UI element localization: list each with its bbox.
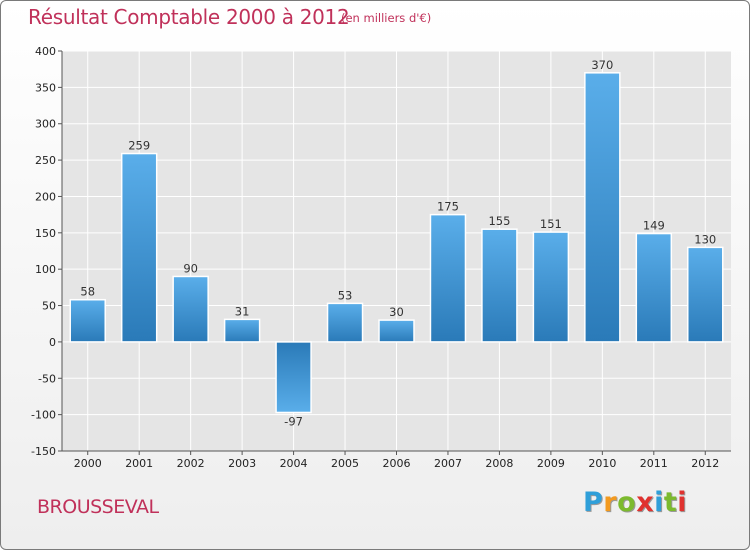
x-tick-label: 2004 — [280, 457, 308, 470]
data-label: 370 — [591, 58, 613, 72]
y-tick-label: 350 — [35, 81, 56, 94]
bar-2010 — [584, 72, 621, 343]
bar-2008 — [481, 228, 518, 343]
data-label: 90 — [183, 261, 198, 275]
y-tick-label: -150 — [31, 445, 56, 458]
data-label: 259 — [128, 139, 150, 153]
y-tick-label: 400 — [35, 45, 56, 58]
bar-2005 — [326, 302, 364, 343]
x-tick-label: 2002 — [177, 457, 205, 470]
logo-letter: r — [603, 487, 618, 518]
data-label: 175 — [437, 200, 459, 214]
x-tick-label: 2007 — [434, 457, 462, 470]
x-tick-label: 2005 — [331, 457, 359, 470]
y-tick-label: -50 — [38, 372, 56, 385]
chart-title: Résultat Comptable 2000 à 2012 — [28, 5, 350, 29]
x-tick-label: 2012 — [691, 457, 719, 470]
chart-subtitle: (en milliers d'€) — [341, 11, 432, 25]
place-name: BROUSSEVAL — [37, 496, 159, 518]
data-label: 130 — [694, 232, 716, 246]
data-label: 53 — [338, 288, 353, 302]
y-tick-label: 150 — [35, 227, 56, 240]
bar-2011 — [635, 232, 673, 343]
x-tick-label: 2003 — [228, 457, 256, 470]
bar-2002 — [172, 275, 209, 343]
logo-letter: i — [654, 487, 664, 518]
x-tick-label: 2011 — [640, 457, 668, 470]
y-tick-label: 250 — [35, 154, 56, 167]
y-tick-label: 0 — [49, 336, 56, 349]
logo-letter: o — [617, 487, 637, 518]
bar-2004 — [275, 341, 312, 414]
y-tick-label: 50 — [42, 300, 56, 313]
logo-letter: t — [663, 487, 678, 518]
bar-2000 — [69, 298, 106, 343]
bar-2012 — [687, 246, 724, 343]
data-label: 149 — [643, 219, 665, 233]
data-label: 30 — [389, 305, 404, 319]
x-tick-label: 2008 — [485, 457, 513, 470]
x-tick-label: 2006 — [383, 457, 411, 470]
data-label: 58 — [80, 285, 95, 299]
x-tick-label: 2009 — [537, 457, 565, 470]
logo-letter: P — [583, 487, 604, 518]
y-tick-label: 200 — [35, 190, 56, 203]
y-tick-label: -100 — [31, 409, 56, 422]
data-label: 31 — [235, 304, 250, 318]
proxiti-logo[interactable]: Proxiti — [583, 487, 687, 518]
y-tick-label: 100 — [35, 263, 56, 276]
x-tick-label: 2000 — [74, 457, 102, 470]
bar-2009 — [532, 231, 570, 343]
x-tick-label: 2010 — [588, 457, 616, 470]
x-tick-label: 2001 — [125, 457, 153, 470]
logo-letter: i — [677, 487, 688, 518]
logo-letter: x — [636, 487, 655, 518]
data-label: 155 — [488, 214, 510, 228]
bar-2007 — [429, 213, 467, 343]
bar-2006 — [378, 319, 415, 343]
data-label: 151 — [540, 217, 562, 231]
y-tick-label: 300 — [35, 118, 56, 131]
bar-2003 — [223, 318, 261, 343]
data-label: -97 — [284, 414, 303, 428]
bar-2001 — [120, 152, 158, 343]
